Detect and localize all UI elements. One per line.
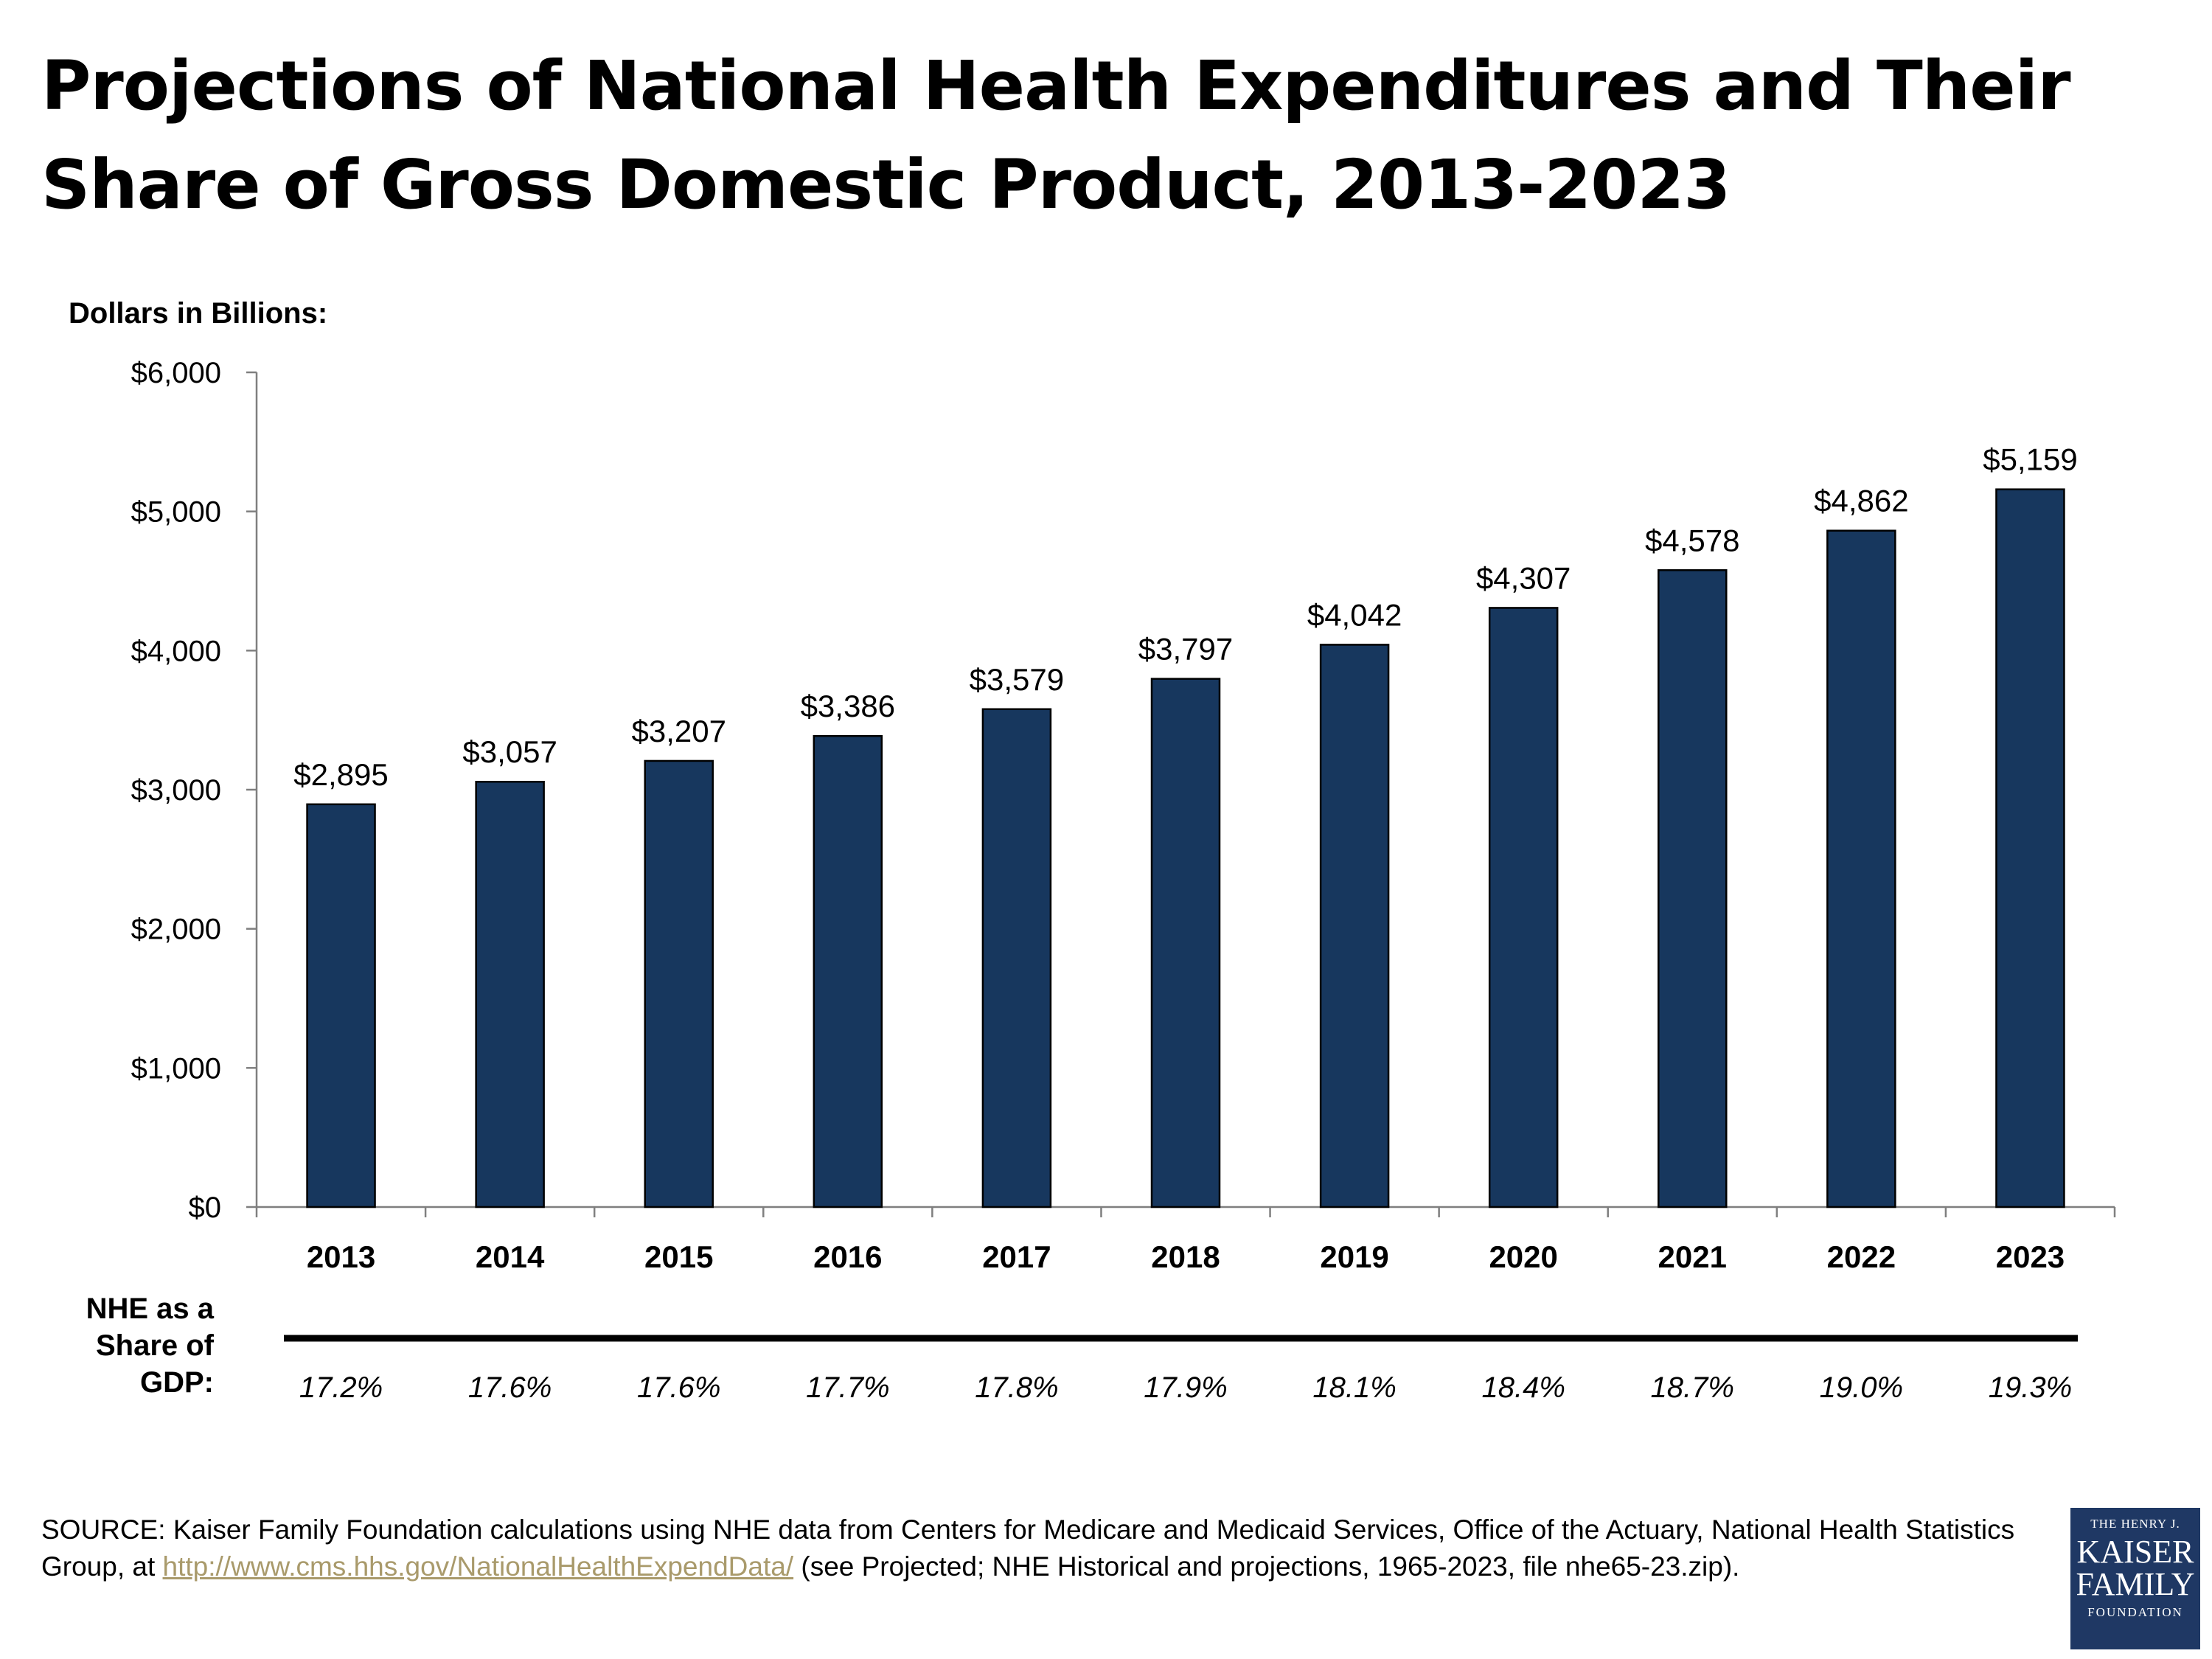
x-tick-label: 2018 [1151, 1239, 1220, 1274]
data-label: $3,207 [631, 714, 726, 748]
bar-2017 [981, 708, 1052, 1208]
y-tick-label: $4,000 [131, 635, 221, 667]
source-suffix: (see Projected; NHE Historical and proje… [793, 1551, 1740, 1582]
gdp-share-value: 17.2% [299, 1371, 383, 1404]
kff-logo: THE HENRY J. KAISER FAMILY FOUNDATION [2070, 1508, 2200, 1649]
x-tick-label: 2017 [982, 1239, 1051, 1274]
gdp-share-value: 19.3% [1989, 1371, 2072, 1404]
gdp-share-value: 17.8% [975, 1371, 1058, 1404]
y-tick-label: $2,000 [131, 914, 221, 946]
data-label: $4,862 [1814, 484, 1908, 518]
data-label: $4,307 [1476, 560, 1571, 595]
x-tick-label: 2016 [813, 1239, 882, 1274]
y-tick-label: $1,000 [131, 1052, 221, 1085]
x-tick-label: 2023 [1996, 1239, 2065, 1274]
logo-line-3: FAMILY [2076, 1566, 2195, 1602]
data-label: $3,579 [970, 662, 1064, 697]
gdp-share-value: 18.7% [1651, 1371, 1734, 1404]
data-label: $3,057 [462, 734, 557, 769]
y-tick-label: $0 [189, 1192, 222, 1224]
bar-2023 [1995, 488, 2065, 1208]
bar-2014 [475, 780, 545, 1208]
y-tick-label: $3,000 [131, 774, 221, 807]
gdp-share-caption: NHE as a Share of GDP: [86, 1293, 214, 1399]
bar-2013 [306, 803, 376, 1208]
x-tick-label: 2014 [476, 1239, 545, 1274]
data-label: $2,895 [293, 757, 388, 792]
x-tick-label: 2020 [1489, 1239, 1557, 1274]
logo-line-1: THE HENRY J. [2090, 1517, 2180, 1531]
gdp-share-value: 19.0% [1820, 1371, 1903, 1404]
x-tick-label: 2022 [1827, 1239, 1896, 1274]
x-tick-label: 2013 [307, 1239, 375, 1274]
data-label: $4,042 [1307, 597, 1402, 632]
source-link[interactable]: http://www.cms.hhs.gov/NationalHealthExp… [162, 1551, 794, 1582]
x-tick-label: 2021 [1658, 1239, 1727, 1274]
gdp-share-value: 17.6% [468, 1371, 552, 1404]
gdp-share-value: 18.4% [1481, 1371, 1565, 1404]
x-tick-label: 2015 [644, 1239, 713, 1274]
bar-2020 [1488, 607, 1559, 1208]
gdp-share-value: 17.7% [806, 1371, 889, 1404]
source-prefix: SOURCE: Kaiser Family Foundation calcula… [41, 1514, 2015, 1582]
gdp-share-value: 17.9% [1144, 1371, 1227, 1404]
bar-2022 [1826, 529, 1896, 1208]
bar-2021 [1658, 569, 1728, 1208]
bar-2016 [813, 734, 883, 1208]
y-tick-label: $5,000 [131, 496, 221, 529]
y-axis-label: Dollars in Billions: [69, 297, 327, 330]
bar-2015 [644, 759, 714, 1208]
source-note: SOURCE: Kaiser Family Foundation calcula… [41, 1512, 2062, 1585]
data-label: $4,578 [1645, 523, 1739, 557]
bar-2018 [1150, 678, 1221, 1208]
chart-title: Projections of National Health Expenditu… [41, 46, 2071, 224]
gdp-share-value: 17.6% [637, 1371, 720, 1404]
bar-chart: Dollars in Billions: $0 $1,000 $2,000 $3,000… [69, 297, 2116, 1404]
bar-2019 [1319, 644, 1390, 1208]
gdp-share-value: 18.1% [1312, 1371, 1396, 1404]
logo-line-4: FOUNDATION [2087, 1605, 2183, 1619]
data-label: $3,386 [801, 689, 895, 723]
y-tick-label: $6,000 [131, 357, 221, 389]
data-label: $3,797 [1138, 632, 1233, 667]
data-label: $5,159 [1983, 442, 2077, 477]
x-tick-label: 2019 [1320, 1239, 1388, 1274]
logo-line-2: KAISER [2076, 1534, 2194, 1570]
